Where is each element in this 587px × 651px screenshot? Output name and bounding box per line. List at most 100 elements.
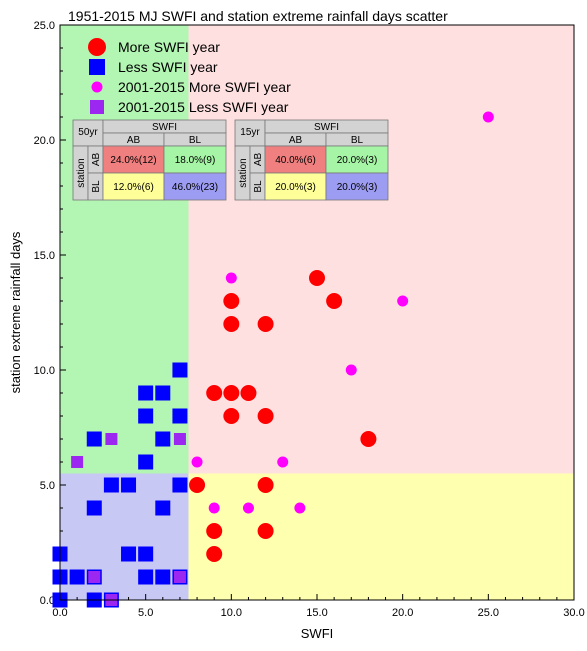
recent-more-swfi-point: [208, 502, 220, 514]
ct-value-cell: [102, 172, 165, 201]
more-swfi-point: [206, 523, 223, 539]
ct-col-header: SWFI: [152, 122, 177, 133]
y-tick-label: 15.0: [34, 250, 55, 262]
legend-label: 2001-2015 Less SWFI year: [118, 99, 289, 115]
recent-more-swfi-point: [277, 456, 289, 468]
less-swfi-point: [86, 500, 102, 516]
recent-less-swfi-point: [88, 571, 101, 583]
quadrant-lower-right: [188, 473, 574, 600]
ct-value-cell: [264, 172, 327, 201]
recent-more-swfi-point: [345, 364, 357, 376]
ct-value-cell: [264, 145, 327, 174]
more-swfi-point: [223, 385, 240, 401]
ct-value: 20.0%(3): [337, 182, 378, 193]
recent-more-swfi-point: [397, 295, 409, 307]
less-swfi-point: [86, 431, 102, 447]
ct-col-label: BL: [351, 135, 364, 146]
more-swfi-point: [206, 385, 223, 401]
ct-value: 20.0%(3): [275, 182, 316, 193]
ct-value: 40.0%(6): [275, 155, 316, 166]
more-swfi-point: [206, 546, 223, 562]
ct-row-label: AB: [91, 153, 102, 167]
contingency-tables: 50yr SWFI AB BL station AB BL 24.0%(12) 18.0%(9)…: [72, 119, 389, 201]
y-tick-label: 5.0: [40, 480, 55, 492]
x-tick-label: 0.0: [52, 607, 67, 619]
less-swfi-point: [172, 477, 188, 493]
legend-label: Less SWFI year: [118, 59, 218, 75]
ct-period-cell: [234, 119, 266, 147]
plot-frame: [59, 24, 575, 601]
less-swfi-point: [121, 477, 137, 493]
more-swfi-point: [257, 408, 274, 424]
x-tick-label: 10.0: [221, 607, 242, 619]
more-swfi-point: [223, 293, 240, 309]
ct-period-label: 50yr: [78, 127, 98, 138]
more-swfi-point: [360, 431, 377, 447]
ct-value-cell: [163, 145, 227, 174]
y-tick-label: 10.0: [34, 365, 55, 377]
legend: More SWFI year Less SWFI year 2001-2015 Mo…: [88, 38, 291, 115]
ct-col-header: SWFI: [314, 122, 339, 133]
less-swfi-point: [103, 477, 119, 493]
ct-period-label: 15yr: [240, 127, 260, 138]
ct-value: 18.0%(9): [175, 155, 216, 166]
less-swfi-point: [155, 500, 171, 516]
less-swfi-point: [138, 569, 154, 585]
x-tick-label: 25.0: [478, 607, 499, 619]
x-tick-label: 20.0: [392, 607, 413, 619]
less-swfi-point: [138, 408, 154, 424]
less-swfi-point: [69, 569, 85, 585]
ct-value: 12.0%(6): [113, 182, 154, 193]
less-swfi-point: [172, 408, 188, 424]
y-tick-label: 20.0: [34, 135, 55, 147]
ct-value: 24.0%(12): [110, 155, 156, 166]
ct-value-cell: [163, 172, 227, 201]
less-swfi-point: [121, 546, 137, 562]
less-swfi-point: [138, 385, 154, 401]
more-swfi-point: [326, 293, 343, 309]
more-swfi-point: [309, 270, 325, 286]
legend-marker: [88, 38, 106, 56]
ct-row-label: BL: [253, 180, 264, 193]
less-swfi-point: [155, 569, 171, 585]
ct-value: 20.0%(3): [337, 155, 378, 166]
legend-marker: [91, 81, 103, 93]
legend-marker: [89, 59, 105, 75]
ct-value-cell: [102, 145, 165, 174]
recent-more-swfi-point: [225, 272, 237, 284]
chart-title: 1951-2015 MJ SWFI and station extreme ra…: [68, 8, 448, 24]
ct-col-label: BL: [189, 135, 202, 146]
less-swfi-point: [155, 385, 171, 401]
less-swfi-point: [138, 546, 154, 562]
recent-more-swfi-point: [242, 502, 254, 514]
ct-col-label: AB: [289, 135, 303, 146]
y-axis-label: station extreme rainfall days: [8, 231, 23, 393]
ct-row-header: station: [76, 158, 87, 187]
more-swfi-point: [257, 477, 274, 493]
recent-less-swfi-point: [71, 456, 84, 468]
ct-col-label: AB: [127, 135, 141, 146]
ct-row-label: BL: [91, 180, 102, 193]
more-swfi-point: [257, 316, 274, 332]
contingency-table-50yr: 50yr SWFI AB BL station AB BL 24.0%(12) 18.0%(9)…: [72, 119, 227, 201]
more-swfi-point: [223, 316, 240, 332]
recent-more-swfi-point: [482, 111, 494, 123]
legend-marker: [90, 100, 104, 114]
less-swfi-point: [172, 362, 188, 378]
y-tick-label: 0.0: [40, 595, 55, 607]
more-swfi-point: [257, 523, 274, 539]
more-swfi-point: [240, 385, 257, 401]
legend-label: 2001-2015 More SWFI year: [118, 79, 291, 95]
recent-more-swfi-point: [294, 502, 306, 514]
x-axis-label: SWFI: [301, 626, 334, 641]
contingency-table-15yr: 15yr SWFI AB BL station AB BL 40.0%(6) 20.0%(3) 2…: [234, 119, 389, 201]
ct-period-cell: [72, 119, 104, 147]
ct-row-label: AB: [253, 153, 264, 167]
ct-value-cell: [325, 145, 389, 174]
x-tick-label: 15.0: [306, 607, 327, 619]
y-tick-label: 25.0: [34, 20, 55, 32]
ct-value-cell: [325, 172, 389, 201]
ct-row-header: station: [238, 158, 249, 187]
